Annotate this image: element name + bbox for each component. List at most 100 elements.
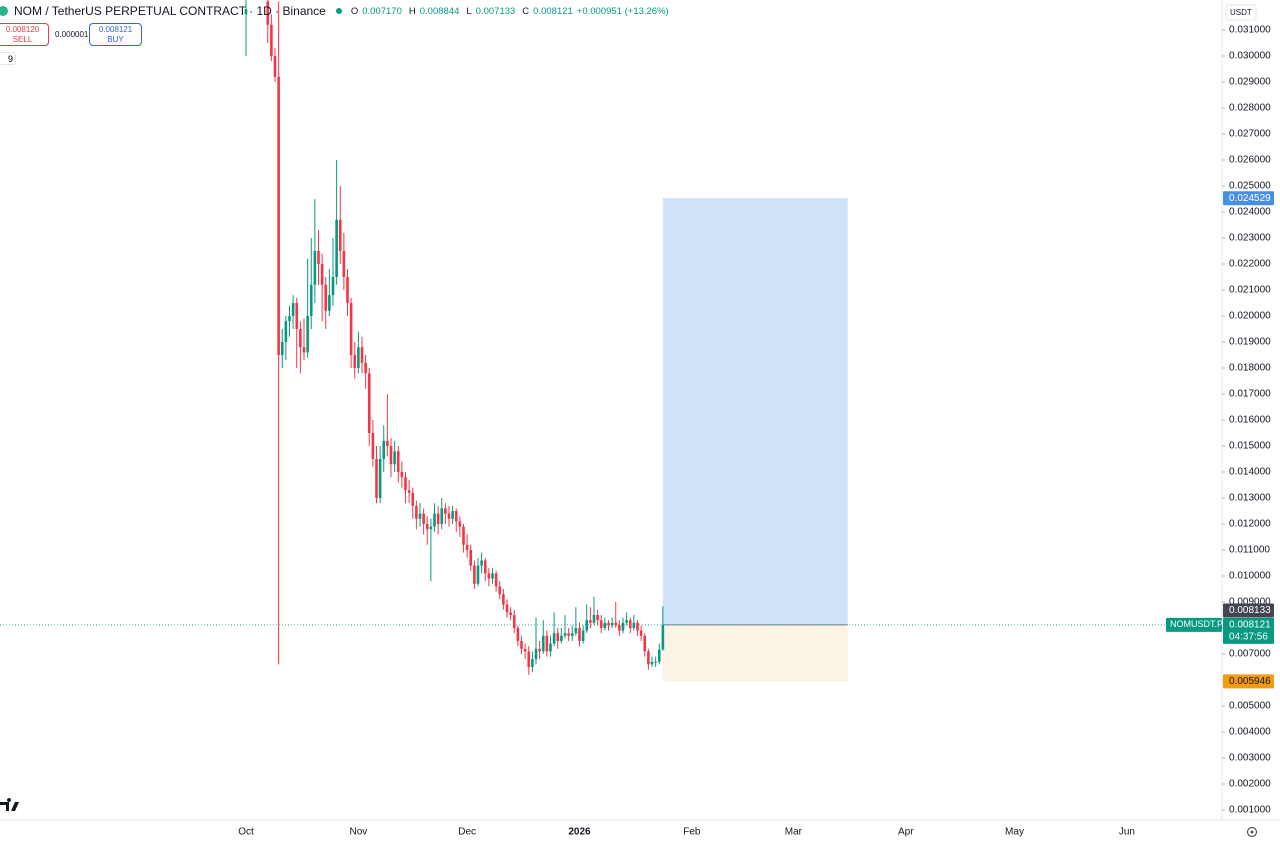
candle-body xyxy=(328,295,331,311)
candle-body xyxy=(320,263,324,285)
x-tick-label: Dec xyxy=(458,827,476,838)
y-tick-label: 0.007000 xyxy=(1229,649,1271,660)
settings-icon[interactable] xyxy=(1246,826,1258,838)
candle-body xyxy=(425,523,429,530)
candle-body xyxy=(306,315,309,353)
candle-body xyxy=(596,614,599,621)
y-tick-label: 0.029000 xyxy=(1229,77,1271,88)
y-tick-label: 0.002000 xyxy=(1229,779,1271,790)
candle-body xyxy=(469,549,473,566)
y-tick-label: 0.015000 xyxy=(1229,441,1271,452)
ohlc-value: 0.007170 xyxy=(362,5,402,17)
buy-label: BUY xyxy=(107,35,124,44)
candle-body xyxy=(360,347,364,363)
candle-body xyxy=(349,302,353,355)
candle-body xyxy=(371,432,375,459)
y-tick-label: 0.021000 xyxy=(1229,285,1271,296)
candle-body xyxy=(614,622,618,626)
mark-price-tag: 0.008133 xyxy=(1229,605,1271,616)
candle-body xyxy=(291,302,295,316)
candle-body xyxy=(299,328,302,348)
status-dot xyxy=(335,8,342,14)
candle-body xyxy=(625,620,628,623)
candle-body xyxy=(491,573,494,579)
indicator-count: 9 xyxy=(7,54,13,64)
candle-body xyxy=(277,76,280,355)
candle-body xyxy=(462,526,465,545)
candle-body xyxy=(541,635,545,652)
candle-body xyxy=(563,633,567,636)
y-tick-label: 0.024000 xyxy=(1229,207,1271,218)
spread: 0.000001 xyxy=(55,30,89,39)
candle-body xyxy=(458,521,462,527)
tv-logo xyxy=(0,798,19,811)
candle-body xyxy=(357,347,360,368)
y-tick-label: 0.005000 xyxy=(1229,701,1271,712)
indicators-toggle[interactable]: 9 xyxy=(0,52,16,65)
candle-body xyxy=(386,440,389,446)
x-tick-label: Jun xyxy=(1119,827,1135,838)
candle-body xyxy=(505,604,509,613)
candle-body xyxy=(418,513,422,519)
stop-zone xyxy=(662,624,848,682)
candle-body xyxy=(367,373,371,433)
candle-body xyxy=(509,612,512,615)
candle-body xyxy=(342,250,346,277)
mark-price-tag-bg xyxy=(1223,603,1274,618)
candle-body xyxy=(657,649,661,662)
candle-body xyxy=(396,451,400,472)
candle-body xyxy=(400,471,404,478)
candle-body xyxy=(592,614,596,623)
candle-body xyxy=(643,635,647,652)
header: NOM / TetherUS PERPETUAL CONTRACT · 1D ·… xyxy=(0,4,669,18)
candle-body xyxy=(280,341,284,355)
y-tick-label: 0.030000 xyxy=(1229,51,1271,62)
candle-body xyxy=(599,620,603,628)
y-tick-label: 0.013000 xyxy=(1229,493,1271,504)
candle-body xyxy=(407,490,411,493)
x-tick-label: Nov xyxy=(349,827,367,838)
candle-body xyxy=(560,635,563,641)
currency: USDT xyxy=(1230,8,1252,17)
candle-body xyxy=(516,627,520,641)
candle-body xyxy=(661,624,665,650)
candle-body xyxy=(585,620,589,631)
countdown: 04:37:56 xyxy=(1229,631,1268,642)
y-tick-label: 0.027000 xyxy=(1229,129,1271,140)
candle-body xyxy=(309,284,313,316)
ohlc-value: 0.008844 xyxy=(419,5,460,17)
y-tick-label: 0.004000 xyxy=(1229,727,1271,738)
candle-body xyxy=(266,1,270,25)
candle-body xyxy=(483,560,487,574)
candle-body xyxy=(353,354,357,368)
candle-body xyxy=(552,633,556,644)
candle-body xyxy=(531,659,534,667)
candle-body xyxy=(295,302,299,329)
candle-body xyxy=(498,586,502,595)
sell-button[interactable]: 0.008120 SELL xyxy=(0,23,49,46)
x-tick-label: Feb xyxy=(683,827,701,838)
buy-button[interactable]: 0.008121 BUY xyxy=(89,23,142,46)
y-tick-label: 0.031000 xyxy=(1229,25,1271,36)
candle-body xyxy=(473,565,476,584)
candle-body xyxy=(487,573,491,579)
candle-body xyxy=(502,594,505,605)
x-tick-label: Oct xyxy=(238,827,254,838)
stop-price-tag-bg xyxy=(1223,674,1274,689)
candle-body xyxy=(302,347,306,353)
ohlc-label: H xyxy=(408,5,416,17)
y-tick-label: 0.019000 xyxy=(1229,337,1271,348)
candle-body xyxy=(422,513,425,524)
candle-body xyxy=(578,627,581,641)
currency-button[interactable] xyxy=(1225,4,1257,21)
candle-body xyxy=(338,219,342,251)
ohlc-label: O xyxy=(350,5,359,17)
candle-body xyxy=(411,492,415,506)
y-tick-label: 0.014000 xyxy=(1229,467,1271,478)
y-tick-label: 0.025000 xyxy=(1229,181,1271,192)
candle-body xyxy=(603,622,607,628)
y-tick-label: 0.012000 xyxy=(1229,519,1271,530)
candle-body xyxy=(618,625,621,631)
candle-body xyxy=(527,651,531,667)
